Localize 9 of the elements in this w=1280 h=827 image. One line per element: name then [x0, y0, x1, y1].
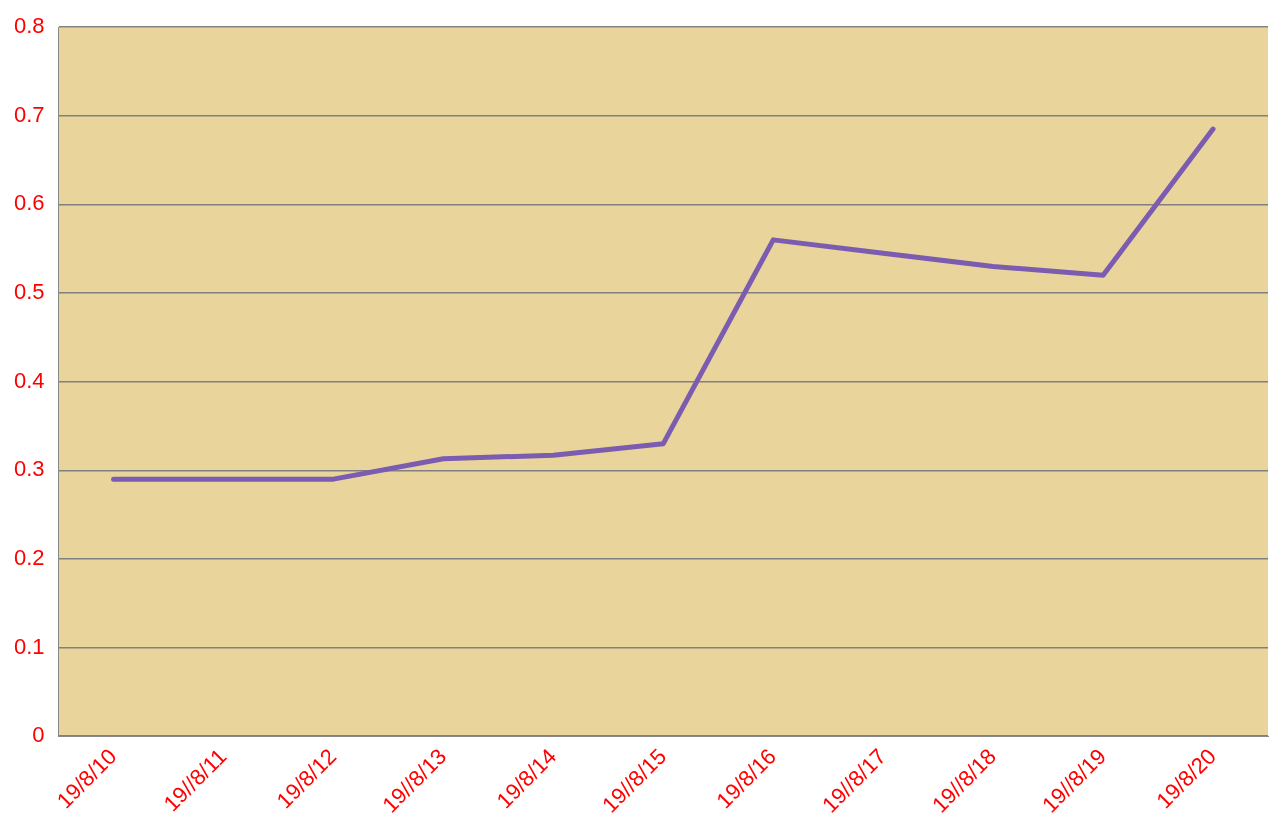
y-tick-label: 0.5: [13, 279, 45, 305]
y-tick-label: 0.2: [13, 544, 45, 570]
y-tick-label: 0.7: [13, 101, 45, 127]
y-tick-label: 0.6: [13, 190, 45, 216]
y-tick-label: 0.3: [13, 456, 45, 482]
y-tick-label: 0.8: [13, 13, 45, 39]
y-tick-label: 0: [32, 722, 45, 748]
y-tick-label: 0.1: [13, 633, 45, 659]
y-tick-label: 0.4: [13, 367, 45, 393]
